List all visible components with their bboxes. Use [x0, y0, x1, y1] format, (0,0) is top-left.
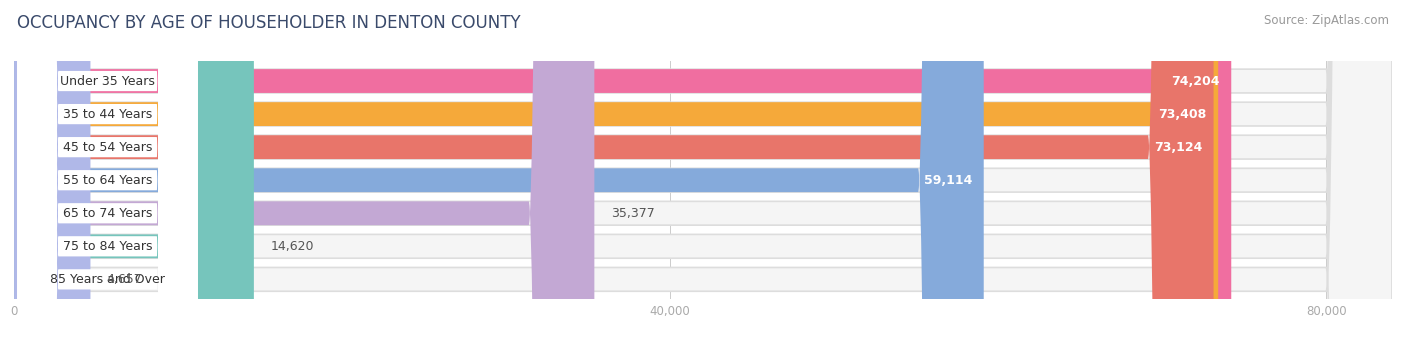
FancyBboxPatch shape: [14, 0, 90, 340]
FancyBboxPatch shape: [17, 0, 198, 340]
FancyBboxPatch shape: [14, 0, 1392, 340]
FancyBboxPatch shape: [14, 0, 1232, 340]
FancyBboxPatch shape: [14, 0, 1392, 340]
Text: 14,620: 14,620: [270, 240, 314, 253]
Text: 73,408: 73,408: [1159, 107, 1206, 121]
FancyBboxPatch shape: [14, 0, 1392, 340]
FancyBboxPatch shape: [14, 0, 1218, 340]
Text: 55 to 64 Years: 55 to 64 Years: [63, 174, 152, 187]
Text: 59,114: 59,114: [924, 174, 972, 187]
FancyBboxPatch shape: [17, 0, 198, 340]
FancyBboxPatch shape: [14, 0, 984, 340]
Text: 85 Years and Over: 85 Years and Over: [51, 273, 165, 286]
FancyBboxPatch shape: [14, 0, 1213, 340]
FancyBboxPatch shape: [17, 0, 198, 340]
FancyBboxPatch shape: [14, 0, 595, 340]
FancyBboxPatch shape: [17, 0, 198, 340]
FancyBboxPatch shape: [14, 0, 1392, 340]
Text: 75 to 84 Years: 75 to 84 Years: [63, 240, 152, 253]
FancyBboxPatch shape: [17, 0, 198, 340]
FancyBboxPatch shape: [17, 0, 198, 340]
FancyBboxPatch shape: [14, 0, 1392, 340]
Text: 4,657: 4,657: [107, 273, 142, 286]
Text: 35,377: 35,377: [610, 207, 655, 220]
FancyBboxPatch shape: [14, 0, 1392, 340]
Text: OCCUPANCY BY AGE OF HOUSEHOLDER IN DENTON COUNTY: OCCUPANCY BY AGE OF HOUSEHOLDER IN DENTO…: [17, 14, 520, 32]
Text: 74,204: 74,204: [1171, 74, 1220, 87]
Text: 35 to 44 Years: 35 to 44 Years: [63, 107, 152, 121]
FancyBboxPatch shape: [14, 0, 1392, 340]
Text: 65 to 74 Years: 65 to 74 Years: [63, 207, 152, 220]
Text: Source: ZipAtlas.com: Source: ZipAtlas.com: [1264, 14, 1389, 27]
Text: 73,124: 73,124: [1154, 141, 1202, 154]
FancyBboxPatch shape: [17, 0, 198, 340]
Text: 45 to 54 Years: 45 to 54 Years: [63, 141, 152, 154]
Text: Under 35 Years: Under 35 Years: [60, 74, 155, 87]
FancyBboxPatch shape: [14, 0, 254, 340]
